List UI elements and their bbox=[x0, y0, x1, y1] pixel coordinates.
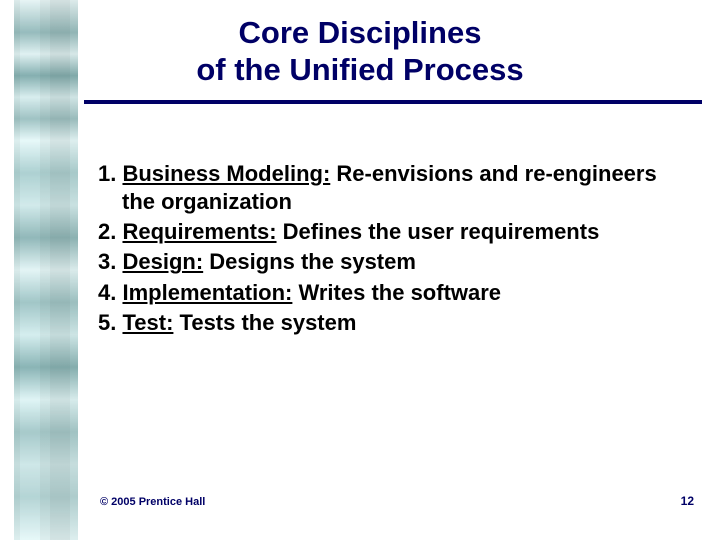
item-number: 5. bbox=[98, 310, 116, 335]
item-number: 3. bbox=[98, 249, 116, 274]
list-item: 4. Implementation: Writes the software bbox=[98, 279, 690, 307]
page-number: 12 bbox=[681, 494, 694, 508]
list-item: 5. Test: Tests the system bbox=[98, 309, 690, 337]
title-line-1: Core Disciplines bbox=[0, 14, 720, 51]
item-label: Requirements: bbox=[122, 219, 276, 244]
item-body: Designs the system bbox=[203, 249, 416, 274]
item-body: Tests the system bbox=[173, 310, 356, 335]
item-number: 4. bbox=[98, 280, 116, 305]
list-item: 1. Business Modeling: Re-envisions and r… bbox=[98, 160, 690, 216]
title-line-2: of the Unified Process bbox=[0, 51, 720, 88]
item-label: Business Modeling: bbox=[122, 161, 330, 186]
slide-title: Core Disciplines of the Unified Process bbox=[0, 14, 720, 88]
item-number: 1. bbox=[98, 161, 116, 186]
title-underline bbox=[84, 100, 702, 104]
item-label: Design: bbox=[122, 249, 203, 274]
item-body: Writes the software bbox=[292, 280, 501, 305]
footer: © 2005 Prentice Hall 12 bbox=[100, 494, 694, 508]
item-number: 2. bbox=[98, 219, 116, 244]
list-item: 3. Design: Designs the system bbox=[98, 248, 690, 276]
list-item: 2. Requirements: Defines the user requir… bbox=[98, 218, 690, 246]
body-list: 1. Business Modeling: Re-envisions and r… bbox=[98, 160, 690, 339]
item-body: Defines the user requirements bbox=[277, 219, 600, 244]
item-label: Test: bbox=[122, 310, 173, 335]
copyright-text: © 2005 Prentice Hall bbox=[100, 496, 205, 508]
item-label: Implementation: bbox=[122, 280, 292, 305]
